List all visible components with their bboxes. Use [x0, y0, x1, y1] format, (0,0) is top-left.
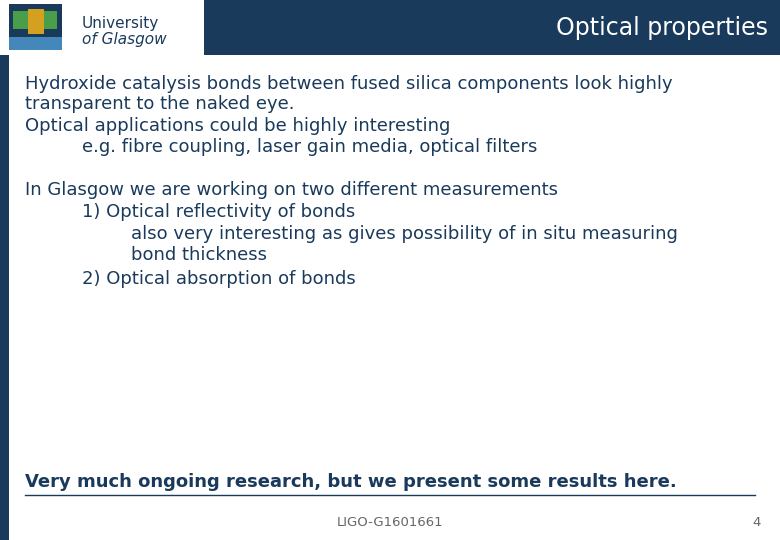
Text: of Glasgow: of Glasgow [82, 32, 166, 47]
Text: Hydroxide catalysis bonds between fused silica components look highly: Hydroxide catalysis bonds between fused … [25, 75, 672, 93]
Bar [0, 0, 780, 55]
Text: In Glasgow we are working on two different measurements: In Glasgow we are working on two differe… [25, 181, 558, 199]
Text: Optical properties: Optical properties [556, 16, 768, 39]
Text: e.g. fibre coupling, laser gain media, optical filters: e.g. fibre coupling, laser gain media, o… [82, 138, 537, 157]
Bar [28, 9, 44, 34]
Bar [0, 55, 9, 540]
Text: LIGO-G1601661: LIGO-G1601661 [337, 516, 443, 529]
Text: transparent to the naked eye.: transparent to the naked eye. [25, 94, 295, 113]
Bar [9, 37, 62, 50]
Text: 4: 4 [752, 516, 760, 529]
Bar [0, 0, 204, 55]
Text: 1) Optical reflectivity of bonds: 1) Optical reflectivity of bonds [82, 202, 355, 221]
Bar [13, 11, 32, 29]
Text: 2) Optical absorption of bonds: 2) Optical absorption of bonds [82, 269, 356, 288]
Text: University: University [82, 16, 159, 31]
Text: Optical applications could be highly interesting: Optical applications could be highly int… [25, 117, 450, 136]
Text: also very interesting as gives possibility of in situ measuring: also very interesting as gives possibili… [131, 225, 678, 244]
Bar [9, 4, 62, 50]
Text: bond thickness: bond thickness [131, 246, 267, 264]
Bar [38, 11, 57, 29]
Text: Very much ongoing research, but we present some results here.: Very much ongoing research, but we prese… [25, 472, 677, 491]
